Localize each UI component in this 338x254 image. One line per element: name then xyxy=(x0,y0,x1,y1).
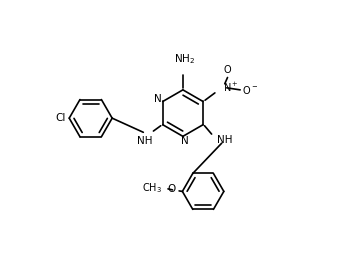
Text: N: N xyxy=(154,94,162,104)
Text: O$^-$: O$^-$ xyxy=(242,84,259,96)
Text: N: N xyxy=(181,136,189,146)
Text: O: O xyxy=(167,184,175,194)
Text: NH$_2$: NH$_2$ xyxy=(174,53,195,66)
Text: O: O xyxy=(224,65,231,75)
Text: NH: NH xyxy=(137,136,152,146)
Text: Cl: Cl xyxy=(56,113,66,123)
Text: N$^+$: N$^+$ xyxy=(223,81,238,94)
Text: NH: NH xyxy=(217,135,233,145)
Text: CH$_3$: CH$_3$ xyxy=(142,181,163,195)
